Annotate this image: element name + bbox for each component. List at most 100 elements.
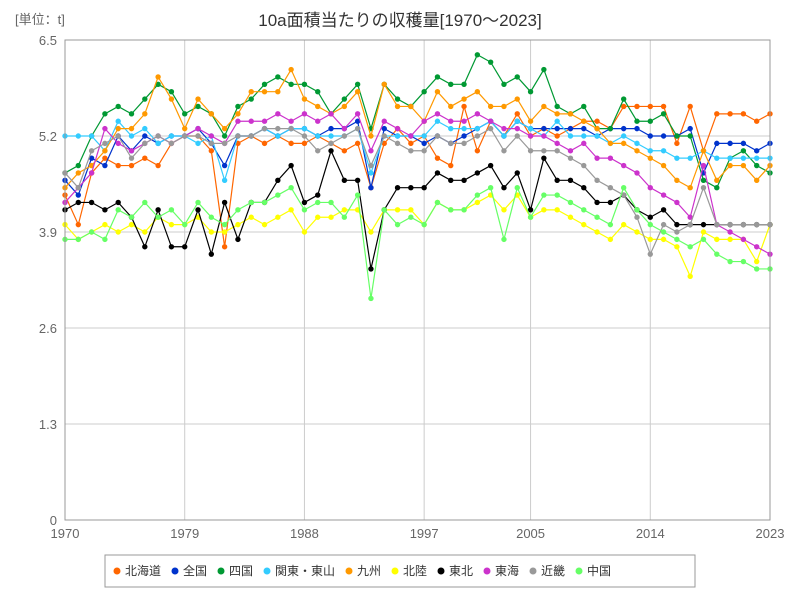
series-marker bbox=[169, 222, 173, 226]
series-marker bbox=[635, 208, 639, 212]
series-marker bbox=[582, 163, 586, 167]
series-marker bbox=[169, 141, 173, 145]
series-marker bbox=[449, 126, 453, 130]
series-marker bbox=[129, 134, 133, 138]
series-marker bbox=[621, 141, 625, 145]
series-marker bbox=[289, 141, 293, 145]
series-marker bbox=[701, 185, 705, 189]
series-marker bbox=[409, 141, 413, 145]
series-marker bbox=[262, 200, 266, 204]
series-marker bbox=[316, 119, 320, 123]
series-marker bbox=[675, 245, 679, 249]
series-marker bbox=[661, 230, 665, 234]
series-marker bbox=[222, 126, 226, 130]
legend-label: 北海道 bbox=[125, 563, 161, 578]
series-marker bbox=[302, 126, 306, 130]
series-marker bbox=[754, 245, 758, 249]
series-marker bbox=[555, 126, 559, 130]
series-marker bbox=[582, 126, 586, 130]
series-marker bbox=[435, 134, 439, 138]
series-marker bbox=[395, 185, 399, 189]
series-marker bbox=[342, 149, 346, 153]
series-marker bbox=[542, 208, 546, 212]
series-marker bbox=[316, 104, 320, 108]
series-marker bbox=[342, 134, 346, 138]
series-marker bbox=[289, 67, 293, 71]
series-marker bbox=[741, 259, 745, 263]
series-marker bbox=[462, 104, 466, 108]
series-marker bbox=[608, 141, 612, 145]
series-marker bbox=[435, 200, 439, 204]
series-marker bbox=[329, 134, 333, 138]
series-marker bbox=[462, 119, 466, 123]
series-marker bbox=[76, 134, 80, 138]
svg-text:0: 0 bbox=[50, 513, 57, 528]
series-marker bbox=[236, 112, 240, 116]
series-marker bbox=[661, 208, 665, 212]
series-marker bbox=[196, 104, 200, 108]
svg-text:1.3: 1.3 bbox=[39, 417, 57, 432]
series-marker bbox=[302, 82, 306, 86]
series-marker bbox=[661, 104, 665, 108]
series-marker bbox=[595, 156, 599, 160]
series-marker bbox=[542, 149, 546, 153]
series-marker bbox=[555, 193, 559, 197]
series-marker bbox=[621, 126, 625, 130]
series-marker bbox=[542, 156, 546, 160]
series-marker bbox=[741, 141, 745, 145]
series-marker bbox=[728, 259, 732, 263]
series-marker bbox=[183, 112, 187, 116]
series-marker bbox=[329, 200, 333, 204]
svg-text:2023: 2023 bbox=[756, 526, 785, 541]
series-marker bbox=[701, 222, 705, 226]
series-marker bbox=[661, 163, 665, 167]
series-marker bbox=[222, 200, 226, 204]
series-marker bbox=[169, 97, 173, 101]
series-marker bbox=[754, 163, 758, 167]
series-marker bbox=[515, 75, 519, 79]
series-marker bbox=[608, 185, 612, 189]
series-marker bbox=[542, 126, 546, 130]
series-marker bbox=[409, 185, 413, 189]
series-marker bbox=[555, 208, 559, 212]
series-marker bbox=[196, 200, 200, 204]
series-marker bbox=[741, 149, 745, 153]
series-marker bbox=[635, 149, 639, 153]
series-marker bbox=[635, 126, 639, 130]
series-marker bbox=[369, 185, 373, 189]
series-marker bbox=[76, 200, 80, 204]
series-marker bbox=[488, 104, 492, 108]
series-marker bbox=[156, 215, 160, 219]
series-marker bbox=[156, 163, 160, 167]
chart-container: { "chart": { "type": "line", "title": "1… bbox=[0, 0, 800, 600]
series-marker bbox=[422, 134, 426, 138]
legend-marker bbox=[392, 568, 399, 575]
series-marker bbox=[276, 75, 280, 79]
series-marker bbox=[675, 237, 679, 241]
series-marker bbox=[648, 237, 652, 241]
series-marker bbox=[688, 134, 692, 138]
series-marker bbox=[661, 237, 665, 241]
series-marker bbox=[342, 178, 346, 182]
series-marker bbox=[475, 193, 479, 197]
series-marker bbox=[236, 104, 240, 108]
series-marker bbox=[196, 208, 200, 212]
series-marker bbox=[595, 215, 599, 219]
series-marker bbox=[688, 185, 692, 189]
series-marker bbox=[289, 208, 293, 212]
series-marker bbox=[661, 112, 665, 116]
series-marker bbox=[515, 171, 519, 175]
series-marker bbox=[648, 185, 652, 189]
series-marker bbox=[103, 141, 107, 145]
series-marker bbox=[635, 171, 639, 175]
series-marker bbox=[76, 185, 80, 189]
series-marker bbox=[528, 134, 532, 138]
series-marker bbox=[169, 89, 173, 93]
series-marker bbox=[449, 104, 453, 108]
series-marker bbox=[222, 134, 226, 138]
series-marker bbox=[422, 141, 426, 145]
series-marker bbox=[302, 97, 306, 101]
series-marker bbox=[754, 156, 758, 160]
series-marker bbox=[475, 200, 479, 204]
svg-text:6.5: 6.5 bbox=[39, 33, 57, 48]
